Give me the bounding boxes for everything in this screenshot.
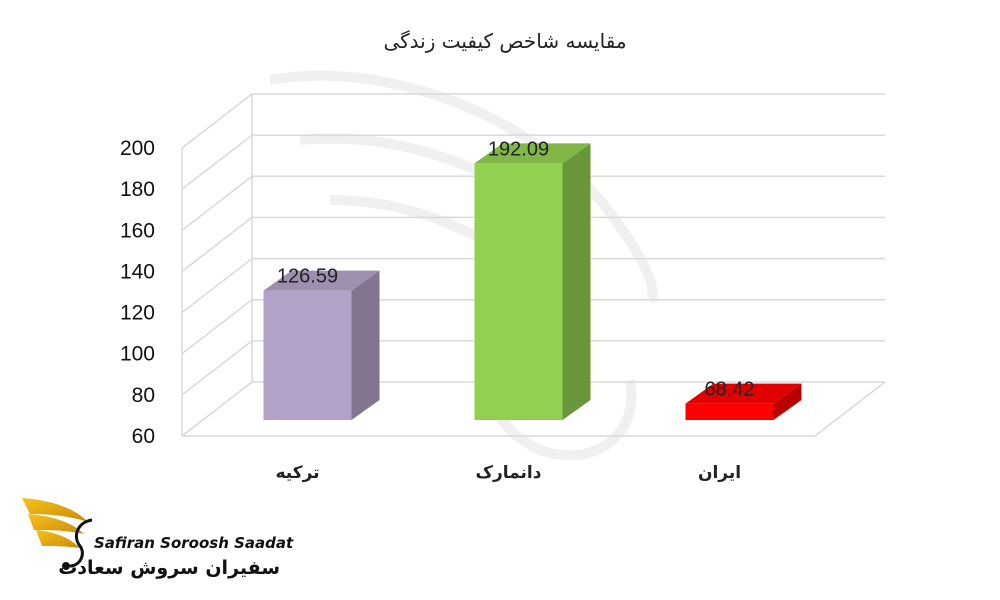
gridline — [181, 175, 885, 231]
gridline — [181, 257, 885, 314]
gridline — [181, 93, 885, 149]
y-tick-label: 80 — [132, 384, 155, 407]
company-logo: Safiran Soroosh Saadat سفیران سروش سعادت — [22, 498, 294, 579]
category-label: دانمارک — [476, 463, 542, 483]
chart-title: مقایسه شاخص کیفیت زندگی — [383, 29, 626, 53]
bar — [685, 383, 802, 420]
y-tick-label: 100 — [120, 343, 155, 366]
y-tick-label: 180 — [120, 178, 155, 201]
y-tick-label: 200 — [120, 137, 155, 160]
value-label: 68.42 — [704, 379, 754, 401]
floor-right-edge — [814, 381, 886, 437]
gridline — [181, 216, 885, 273]
bar-side — [562, 143, 591, 421]
bar — [474, 143, 591, 421]
category-label: ایران — [698, 463, 741, 483]
bar-front — [685, 403, 774, 420]
bar-side — [773, 383, 802, 420]
y-axis-ticks: 60 80 100 120 140 160 180 200 — [120, 137, 155, 448]
bar-side — [351, 270, 380, 420]
bar-front — [474, 163, 563, 421]
grid — [181, 93, 886, 437]
value-labels: 126.59 192.09 68.42 — [277, 138, 755, 400]
bars — [263, 143, 802, 421]
golden-wing-bird-icon — [22, 498, 93, 570]
category-labels: ترکیه دانمارک ایران — [275, 463, 741, 483]
category-label: ترکیه — [275, 463, 319, 483]
logo-persian-name: سفیران سروش سعادت — [58, 557, 280, 579]
bar-top — [685, 383, 802, 404]
gridline — [181, 381, 885, 437]
gridline — [181, 134, 885, 190]
value-label: 192.09 — [488, 138, 549, 160]
bar — [263, 270, 380, 420]
y-tick-label: 160 — [120, 219, 155, 242]
y-tick-label: 60 — [132, 425, 155, 448]
y-tick-label: 120 — [120, 302, 155, 325]
gridline — [181, 298, 885, 355]
value-label: 126.59 — [277, 266, 338, 288]
bar-top — [474, 143, 591, 164]
bar-front — [263, 290, 352, 420]
bar-top — [263, 270, 380, 291]
logo-english-name: Safiran Soroosh Saadat — [94, 534, 294, 552]
y-tick-label: 140 — [120, 260, 155, 283]
gridline — [181, 340, 885, 396]
